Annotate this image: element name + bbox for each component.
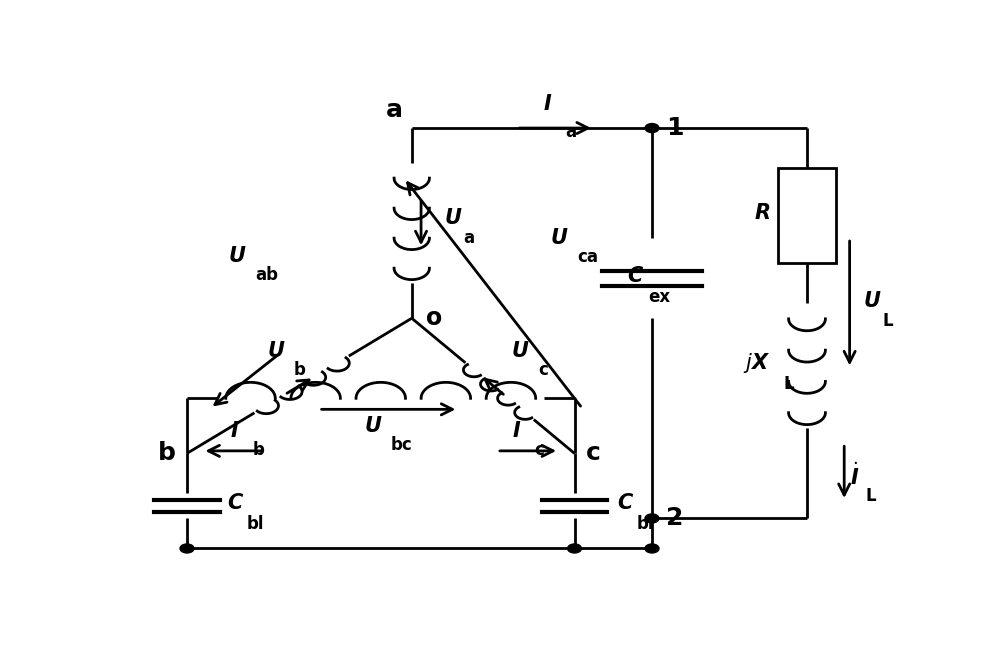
Text: bc: bc: [391, 436, 413, 454]
Circle shape: [645, 544, 659, 553]
Text: bl: bl: [637, 515, 654, 533]
Text: ca: ca: [577, 248, 598, 266]
Text: L: L: [865, 487, 876, 505]
Text: $\bfit{C}$: $\bfit{C}$: [627, 266, 644, 286]
Text: $\dot{\bfit{I}}$: $\dot{\bfit{I}}$: [850, 463, 859, 489]
Text: c: c: [538, 361, 548, 379]
Text: $\bfit{I}$: $\bfit{I}$: [230, 421, 240, 441]
Text: $\bfit{U}$: $\bfit{U}$: [444, 208, 463, 228]
Text: bl: bl: [247, 515, 264, 533]
Text: ex: ex: [648, 288, 670, 306]
Text: L: L: [784, 375, 794, 393]
Text: $\bfit{U}$: $\bfit{U}$: [863, 291, 881, 311]
Text: 2: 2: [666, 506, 683, 530]
Text: a: a: [385, 98, 402, 122]
Circle shape: [645, 124, 659, 133]
Bar: [778, 168, 836, 263]
Circle shape: [645, 514, 659, 523]
Text: L: L: [779, 225, 790, 242]
Text: c: c: [586, 441, 601, 465]
Text: $\bfit{C}$: $\bfit{C}$: [227, 493, 244, 514]
Text: $\bfit{U}$: $\bfit{U}$: [267, 341, 285, 361]
Circle shape: [568, 544, 581, 553]
Text: $\bfit{U}$: $\bfit{U}$: [228, 246, 247, 266]
Circle shape: [180, 544, 194, 553]
Text: b: b: [158, 441, 175, 465]
Text: a: a: [464, 229, 475, 247]
Text: L: L: [882, 312, 893, 330]
Text: b: b: [294, 361, 306, 379]
Text: $\bfit{U}$: $\bfit{U}$: [364, 416, 382, 436]
Text: o: o: [426, 306, 442, 330]
Text: 1: 1: [666, 116, 683, 140]
Text: b: b: [253, 441, 265, 459]
Text: c: c: [534, 441, 544, 459]
Text: $\bfit{I}$: $\bfit{I}$: [512, 421, 521, 441]
Text: a: a: [565, 123, 576, 141]
Text: $\bfit{U}$: $\bfit{U}$: [550, 228, 568, 248]
Text: ab: ab: [255, 266, 278, 283]
Text: $\bfit{C}$: $\bfit{C}$: [617, 493, 634, 514]
Text: $j\bfit{X}$: $j\bfit{X}$: [743, 351, 770, 375]
Text: $\bfit{R}$: $\bfit{R}$: [754, 203, 770, 223]
Text: $\bfit{I}$: $\bfit{I}$: [543, 94, 552, 114]
Text: $\bfit{U}$: $\bfit{U}$: [511, 341, 530, 361]
